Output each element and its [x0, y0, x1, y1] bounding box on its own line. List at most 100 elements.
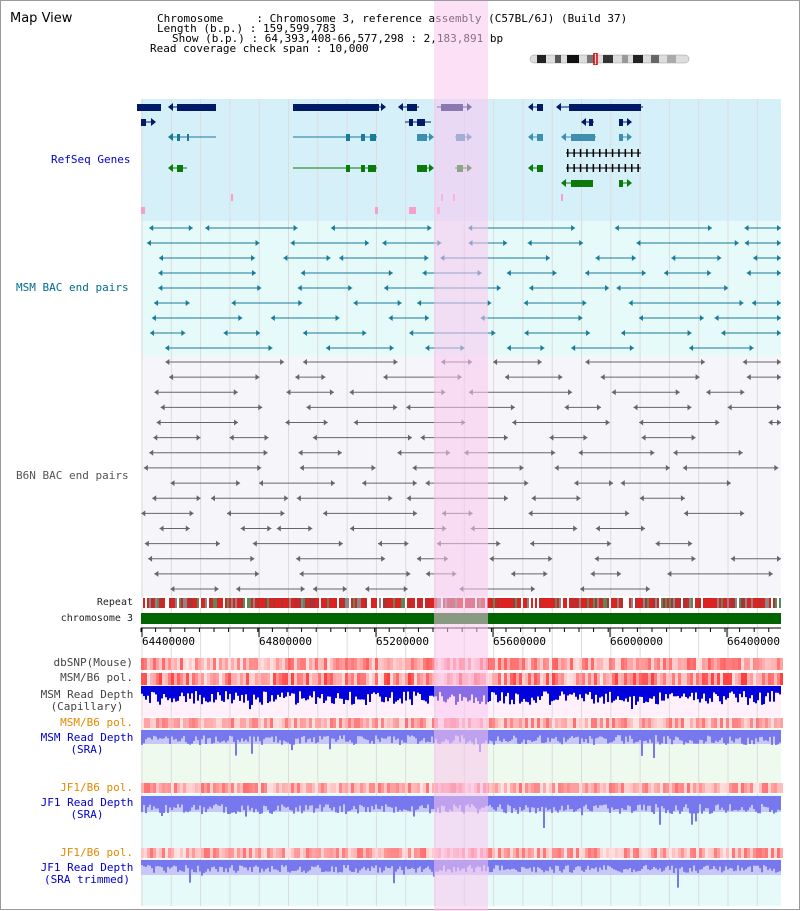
msm-depth-capillary-bar — [277, 686, 279, 695]
repeat-element — [537, 598, 539, 608]
jf1-b6-pol-trimmed-track-cell — [687, 848, 690, 858]
jf1-depth-sra-bar — [535, 796, 537, 814]
repeat-element — [529, 598, 531, 608]
bac-end-marker — [312, 434, 317, 441]
msm-b6-pol-track-cell — [396, 673, 399, 685]
jf1-b6-pol-track-cell — [738, 783, 741, 793]
jf1-depth-trimmed-bar — [503, 860, 505, 870]
msm-b6-pol-track-cell — [429, 673, 432, 685]
bac-end-marker — [742, 359, 747, 365]
jf1-depth-trimmed-bar — [155, 860, 157, 867]
jf1-depth-sra-bar — [359, 796, 361, 805]
msm-b6-pol-sra-track-cell — [522, 718, 525, 728]
jf1-b6-pol-track-cell — [222, 783, 225, 793]
dbsnp-track-cell — [663, 658, 666, 670]
msm-b6-pol-sra-track-cell — [501, 718, 504, 728]
jf1-depth-sra-bar — [709, 796, 711, 814]
msm-depth-capillary-bar — [671, 686, 673, 694]
jf1-depth-trimmed-bar — [625, 860, 627, 870]
jf1-b6-pol-trimmed-track-cell — [264, 848, 267, 858]
chromosome-ideogram-icon[interactable] — [529, 53, 691, 65]
msm-bac-track[interactable] — [146, 225, 781, 351]
repeat-element — [489, 598, 491, 608]
msm-depth-capillary-bar — [307, 686, 309, 700]
repeat-element — [275, 598, 277, 608]
repeat-element — [193, 598, 195, 608]
dbsnp-track-cell — [159, 658, 162, 670]
msm-b6-pol-track-cell — [345, 673, 348, 685]
bac-end-marker — [250, 555, 255, 562]
msm-b6-pol-sra-track-cell — [306, 718, 309, 728]
jf1-depth-sra-bar — [295, 796, 297, 808]
jf1-depth-trimmed-bar — [275, 860, 277, 870]
jf1-depth-trimmed-bar — [523, 860, 525, 868]
jf1-b6-pol-track-cell — [228, 783, 231, 793]
repeat-element — [499, 598, 501, 608]
jf1-b6-pol-trimmed-track-cell — [342, 848, 345, 858]
repeat-element — [157, 598, 159, 608]
bac-end-marker — [580, 586, 585, 592]
msm-b6-pol-sra-track-cell — [762, 718, 765, 728]
jf1-depth-trimmed-bar — [743, 860, 745, 871]
jf1-depth-sra-bar — [513, 796, 515, 809]
jf1-depth-trimmed-bar — [397, 860, 399, 870]
jf1-depth-trimmed-bar — [695, 860, 697, 871]
jf1-depth-trimmed-bar — [323, 860, 325, 872]
msm-b6-pol-track-cell — [663, 673, 666, 685]
jf1-depth-trimmed-bar — [633, 860, 635, 870]
repeat-element — [151, 598, 153, 608]
msm-depth-capillary-bar — [155, 686, 157, 695]
jf1-depth-trimmed-bar — [627, 860, 629, 870]
dbsnp-track-cell — [627, 658, 630, 670]
repeat-element — [325, 598, 327, 608]
track-label-jf1-read-depth-sra: JF1 Read Depth (SRA) — [40, 796, 134, 821]
msm-depth-capillary-bar — [365, 686, 367, 705]
dbsnp-track-cell — [558, 658, 561, 670]
jf1-depth-trimmed-bar — [601, 860, 603, 870]
msm-depth-sra-bar — [763, 730, 765, 741]
jf1-b6-pol-track-cell — [237, 783, 240, 793]
repeat-element — [245, 598, 247, 608]
msm-depth-sra-bar — [247, 730, 249, 742]
msm-depth-sra-bar — [367, 730, 369, 740]
dbsnp-track-cell — [618, 658, 621, 670]
jf1-depth-trimmed-bar — [165, 860, 167, 873]
jf1-depth-sra-bar — [507, 796, 509, 805]
gene-exon — [624, 164, 627, 172]
jf1-depth-trimmed-bar — [561, 860, 563, 873]
dbsnp-track-cell — [519, 658, 522, 670]
msm-depth-capillary-bar — [581, 686, 583, 699]
jf1-depth-sra-bar — [399, 796, 401, 810]
bac-end-marker — [188, 225, 193, 231]
jf1-b6-pol-trimmed-track-cell — [489, 848, 492, 858]
msm-b6-pol-sra-track-cell — [495, 718, 498, 728]
dbsnp-track-cell — [204, 658, 207, 670]
repeat-element — [567, 598, 569, 608]
jf1-depth-sra-bar — [305, 796, 307, 806]
jf1-depth-trimmed-bar — [687, 860, 689, 873]
msm-b6-pol-sra-track-cell — [225, 718, 228, 728]
msm-depth-capillary-bar — [589, 686, 591, 692]
msm-depth-capillary-bar — [357, 686, 359, 700]
dbsnp-track-cell — [561, 658, 564, 670]
msm-b6-pol-track-cell — [405, 673, 408, 685]
repeat-element — [403, 598, 405, 608]
dbsnp-track-cell — [588, 658, 591, 670]
msm-depth-sra-bar — [253, 730, 255, 737]
dbsnp-track-cell — [594, 658, 597, 670]
bac-end-marker — [609, 480, 614, 487]
bac-end-marker — [620, 480, 625, 487]
msm-b6-pol-sra-track-cell — [561, 718, 564, 728]
jf1-b6-pol-track-cell — [141, 783, 144, 793]
repeat-element — [375, 598, 377, 608]
jf1-b6-pol-trimmed-track-cell — [597, 848, 600, 858]
jf1-b6-pol-track-cell — [723, 783, 726, 793]
msm-b6-pol-track-cell — [165, 673, 168, 685]
jf1-depth-sra-bar — [575, 796, 577, 811]
jf1-depth-trimmed-bar — [405, 860, 407, 867]
msm-depth-capillary-bar — [389, 686, 391, 698]
msm-depth-sra-bar — [729, 730, 731, 737]
msm-depth-capillary-bar — [543, 686, 545, 692]
jf1-depth-trimmed-bar — [595, 860, 597, 868]
